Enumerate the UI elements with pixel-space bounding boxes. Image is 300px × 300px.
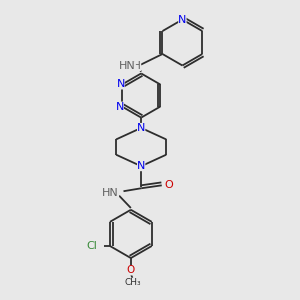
Text: N: N — [178, 15, 187, 25]
Text: CH₃: CH₃ — [124, 278, 141, 287]
Text: N: N — [116, 102, 124, 112]
Text: H: H — [134, 61, 141, 71]
Text: N: N — [116, 80, 125, 89]
Text: HN: HN — [119, 61, 136, 71]
Text: O: O — [164, 180, 172, 190]
Text: N: N — [137, 123, 146, 133]
Text: Cl: Cl — [86, 241, 97, 251]
Text: N: N — [137, 161, 146, 171]
Text: O: O — [127, 266, 135, 275]
Text: HN: HN — [102, 188, 119, 198]
